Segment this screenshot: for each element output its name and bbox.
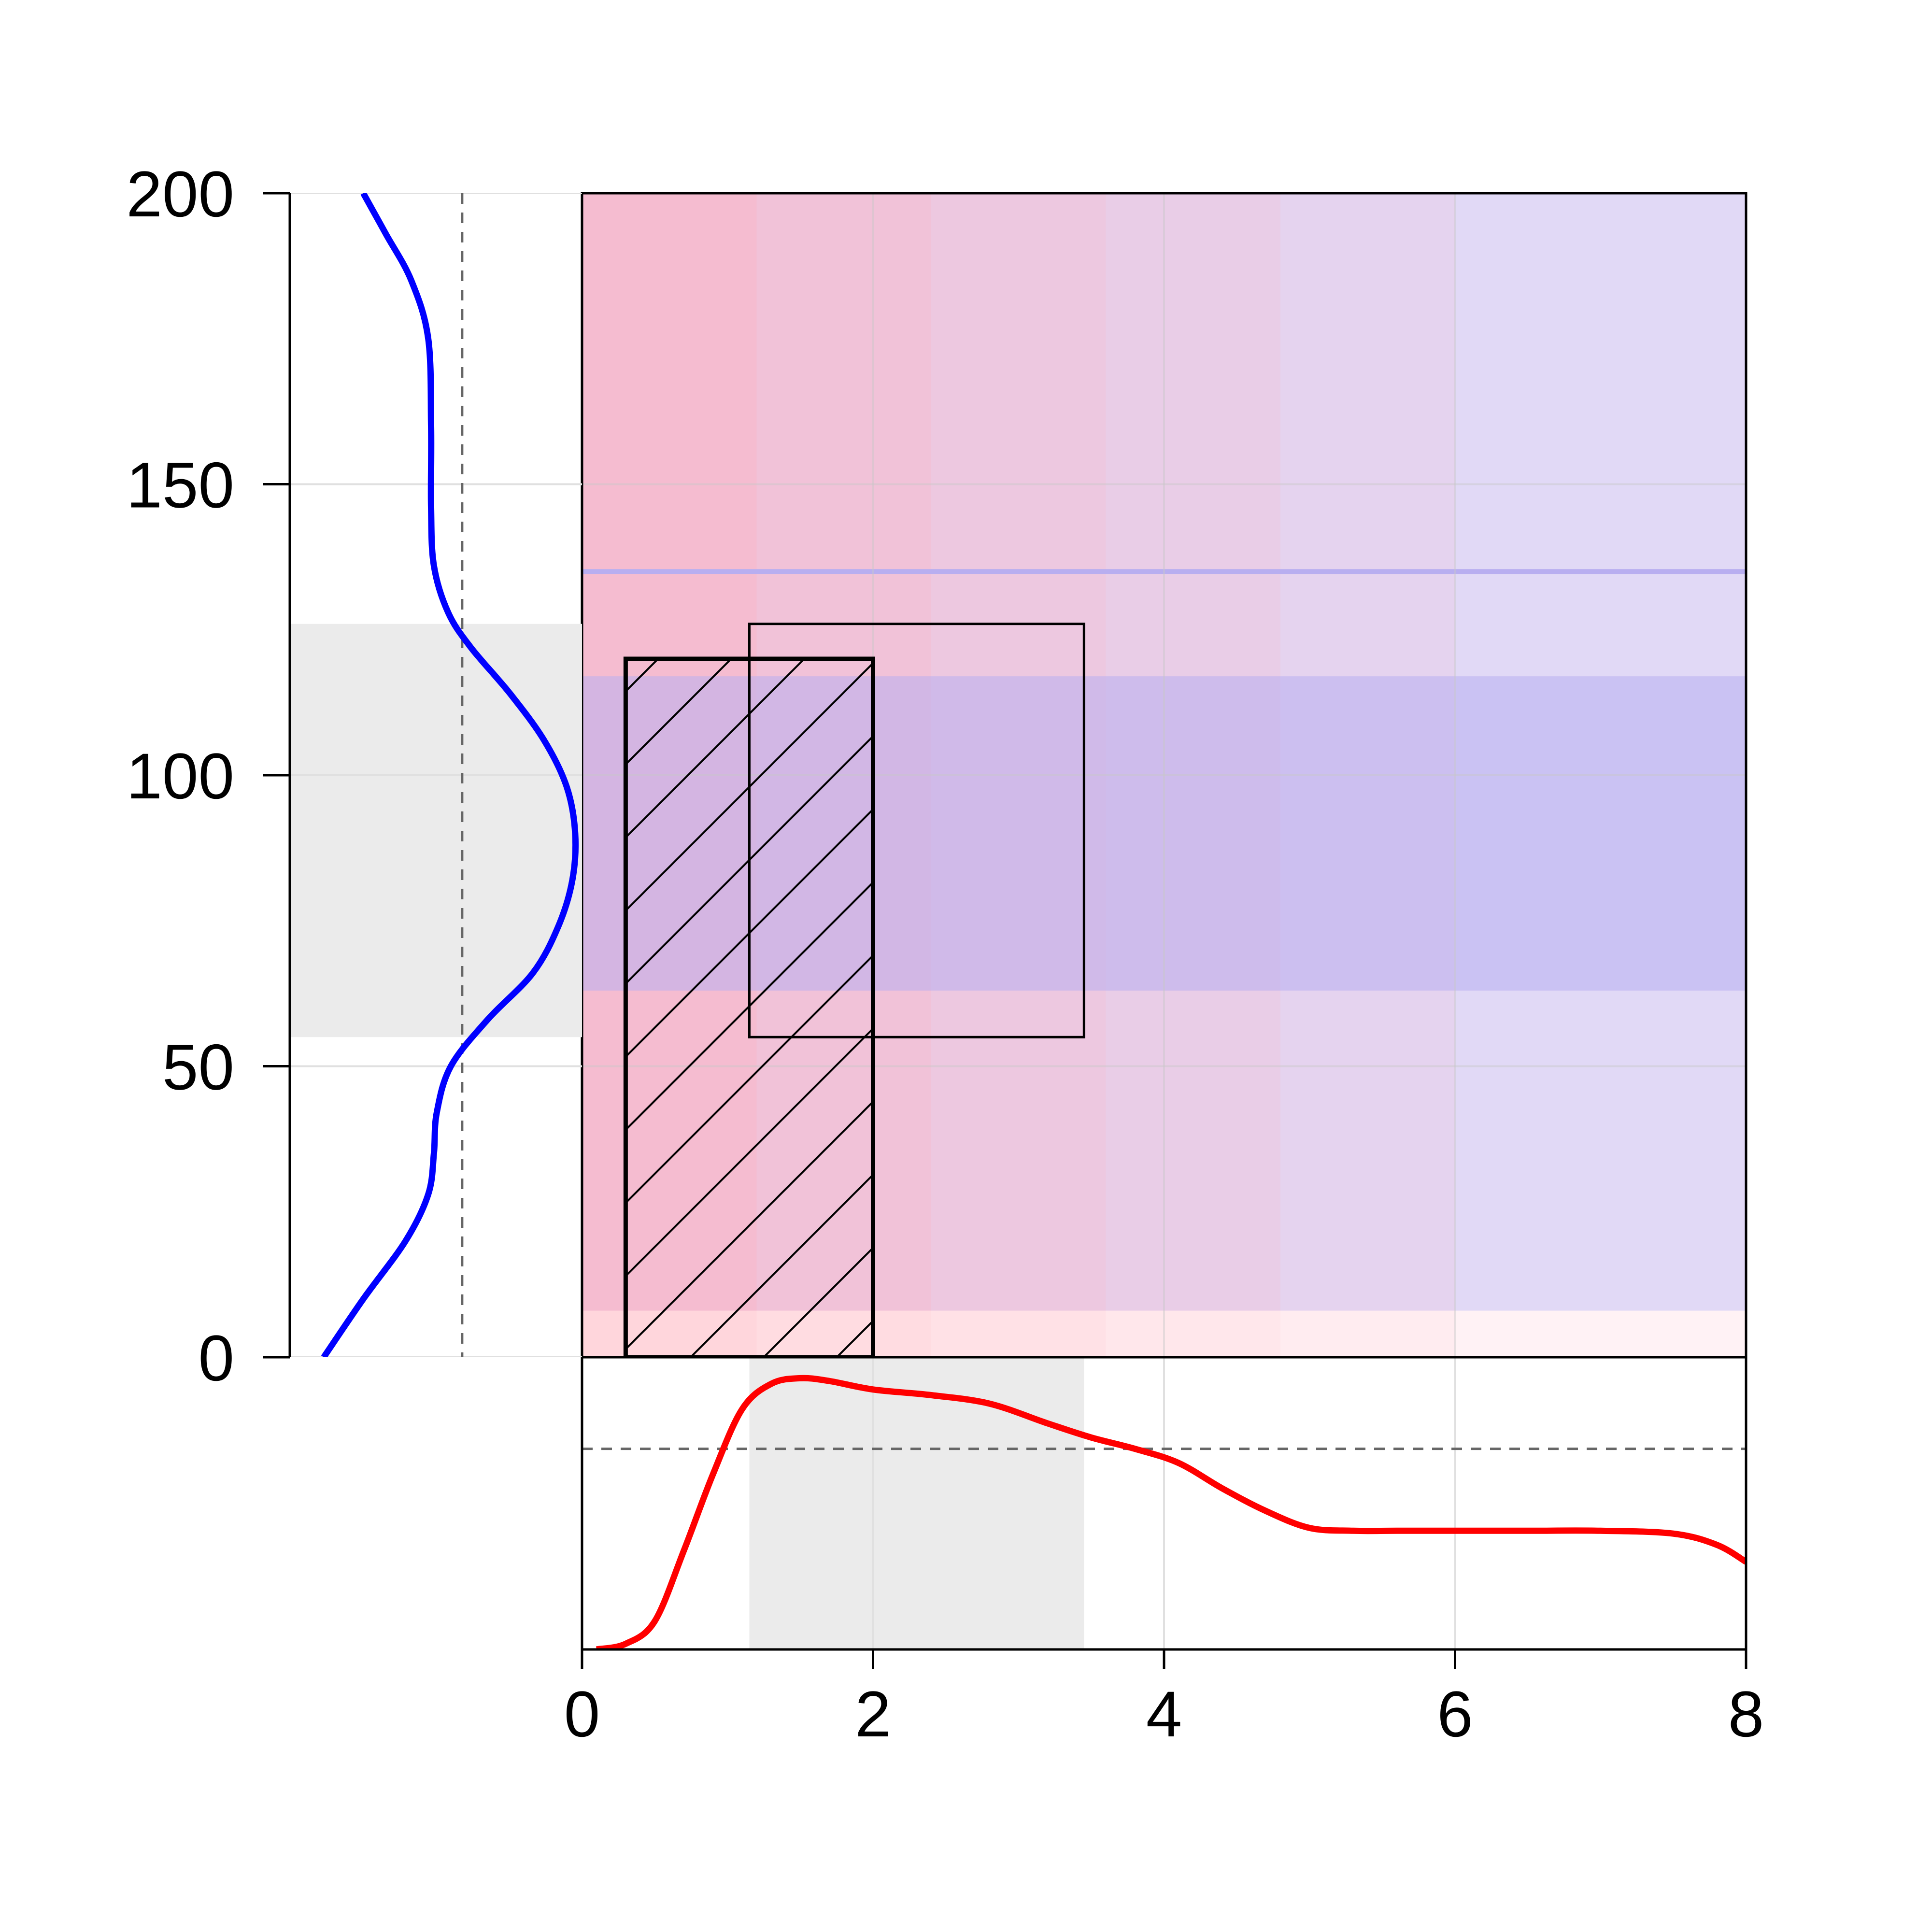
y-tick-label: 0 <box>198 1322 234 1394</box>
y-tick-label: 150 <box>126 450 234 522</box>
bottom-marginal-panel <box>582 1357 1746 1649</box>
x-tick-label: 6 <box>1437 1678 1473 1750</box>
band-block <box>1455 676 1746 991</box>
main-panel <box>582 193 1746 1357</box>
left-marginal-panel <box>290 193 582 1357</box>
strip-block <box>1455 1310 1746 1357</box>
strip-block <box>931 1310 1106 1357</box>
hatched-rectangle <box>623 656 875 1357</box>
strip-block <box>1280 1310 1455 1357</box>
band-block <box>1280 676 1455 991</box>
x-tick-label: 4 <box>1146 1678 1182 1750</box>
left-shade-interval <box>290 624 582 1037</box>
y-tick-label: 200 <box>126 158 234 230</box>
x-axis: 0 2 4 6 8 <box>564 1648 1764 1750</box>
y-density-curve <box>321 193 579 1357</box>
left-gridlines <box>290 193 582 1357</box>
strip-block <box>1106 1310 1280 1357</box>
y-axis: 0 50 100 150 200 <box>126 158 290 1394</box>
y-tick-label: 50 <box>162 1032 234 1104</box>
hatched-rectangle-fill <box>625 659 873 1357</box>
band-block <box>1106 676 1280 991</box>
x-density-curve <box>596 1375 1746 1649</box>
y-tick-label: 100 <box>126 740 234 812</box>
x-tick-label: 0 <box>564 1678 600 1750</box>
bottom-shade-interval <box>749 1357 1084 1649</box>
bottom-gridlines <box>582 1357 1746 1649</box>
x-tick-label: 8 <box>1728 1678 1764 1750</box>
x-tick-label: 2 <box>855 1678 891 1750</box>
band-block <box>931 676 1106 991</box>
